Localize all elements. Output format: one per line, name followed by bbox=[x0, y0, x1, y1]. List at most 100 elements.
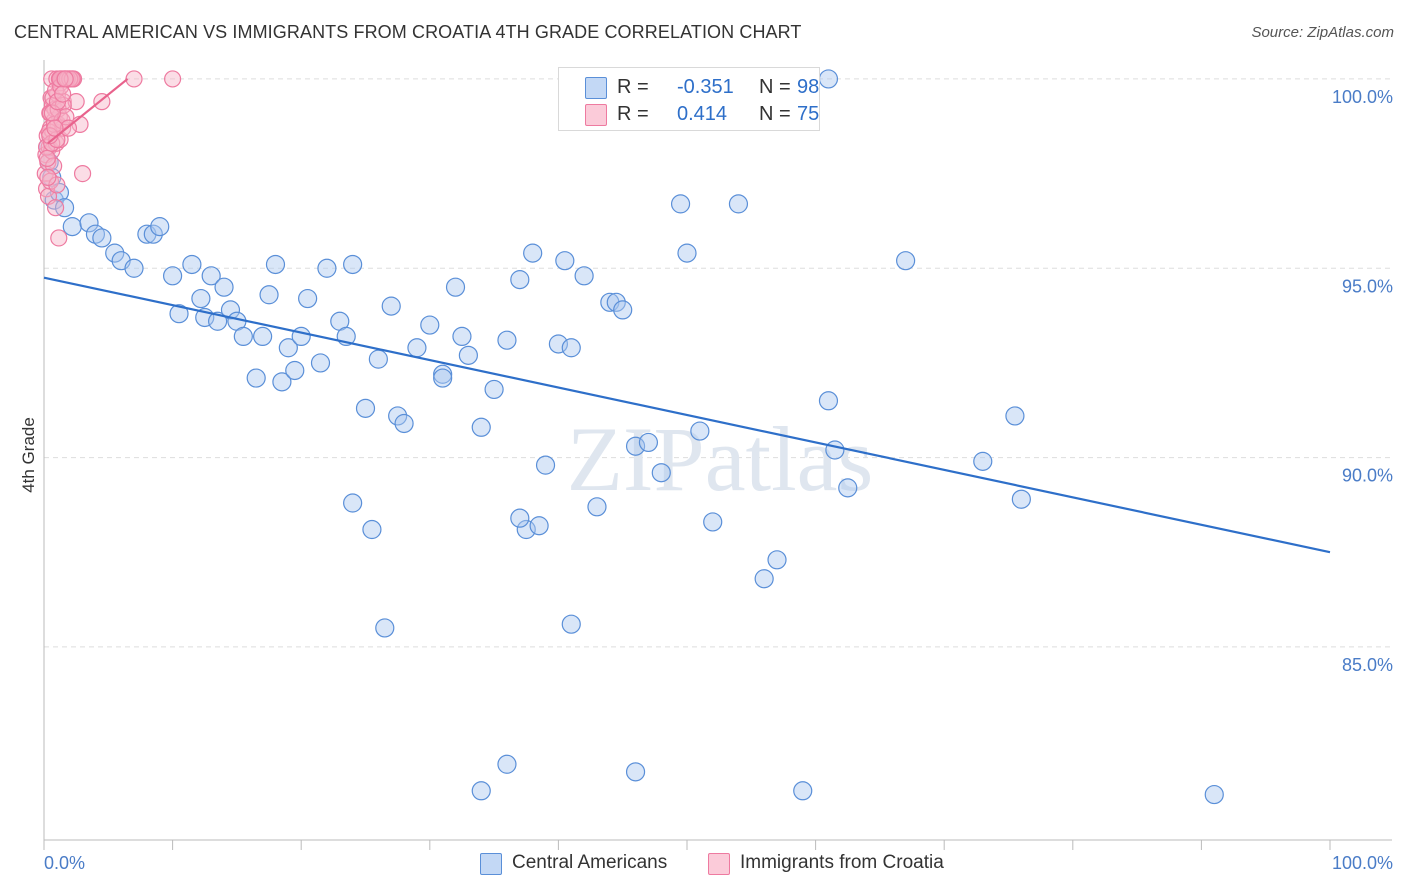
central-american-point bbox=[150, 217, 170, 237]
central-american-point bbox=[625, 436, 646, 456]
r-value: -0.351 bbox=[677, 76, 734, 98]
central-american-point bbox=[896, 251, 916, 271]
central-american-point bbox=[265, 254, 286, 275]
central-american-point bbox=[381, 296, 401, 316]
central-american-point bbox=[169, 304, 189, 324]
y-tick-label: 95.0% bbox=[1342, 276, 1393, 296]
central-american-point bbox=[516, 519, 536, 540]
central-american-point bbox=[452, 326, 472, 347]
central-american-point bbox=[728, 194, 749, 214]
croatia-point bbox=[73, 164, 92, 183]
croatia-point bbox=[56, 70, 74, 88]
central-american-point bbox=[343, 254, 363, 275]
central-american-point bbox=[677, 243, 697, 263]
pink-swatch bbox=[585, 104, 607, 126]
central-american-point bbox=[818, 69, 839, 89]
central-american-point bbox=[445, 277, 466, 297]
central-american-point bbox=[523, 243, 543, 263]
central-american-point bbox=[510, 270, 530, 290]
central-american-point bbox=[973, 451, 993, 471]
legend-label: Central Americans bbox=[512, 852, 668, 873]
central-american-point bbox=[767, 550, 787, 570]
central-american-point bbox=[548, 334, 569, 354]
central-american-point bbox=[1011, 489, 1031, 509]
x-tick-label: 100.0% bbox=[1332, 853, 1393, 873]
croatia-point bbox=[38, 149, 56, 168]
central-american-point bbox=[510, 508, 530, 528]
central-american-point bbox=[388, 406, 408, 426]
central-american-point bbox=[458, 345, 478, 365]
central-american-point bbox=[497, 330, 517, 350]
central-american-point bbox=[1204, 784, 1224, 805]
croatia-point bbox=[46, 199, 65, 217]
central-american-point bbox=[471, 417, 491, 437]
n-value: 75 bbox=[797, 103, 820, 125]
r-label: R = bbox=[617, 76, 649, 98]
r-label: R = bbox=[617, 103, 649, 125]
central-american-point bbox=[105, 243, 125, 263]
croatia-point bbox=[67, 93, 85, 111]
central-american-point bbox=[79, 213, 99, 233]
central-american-point bbox=[278, 338, 298, 358]
central-american-point bbox=[818, 391, 839, 411]
central-american-point bbox=[220, 300, 241, 320]
central-american-point bbox=[54, 198, 75, 218]
central-american-point bbox=[394, 413, 414, 434]
central-american-point bbox=[529, 516, 549, 536]
central-american-point bbox=[407, 338, 427, 358]
central-american-point bbox=[535, 455, 556, 475]
central-american-point bbox=[651, 463, 671, 483]
central-american-point bbox=[143, 224, 163, 244]
central-american-point bbox=[343, 493, 363, 513]
central-american-point bbox=[484, 379, 504, 400]
central-american-point bbox=[285, 360, 305, 381]
central-american-point bbox=[1005, 406, 1025, 426]
central-american-point bbox=[555, 251, 575, 271]
central-american-point bbox=[163, 266, 183, 286]
central-american-point bbox=[375, 618, 395, 638]
central-american-point bbox=[298, 288, 318, 309]
central-american-point bbox=[574, 266, 594, 286]
n-label: N = bbox=[759, 76, 791, 98]
croatia-point bbox=[54, 85, 72, 103]
blue-swatch bbox=[585, 77, 607, 99]
croatia-point bbox=[125, 70, 143, 88]
central-american-point bbox=[561, 338, 581, 358]
x-tick-label: 0.0% bbox=[44, 853, 85, 873]
croatia-point bbox=[50, 229, 68, 247]
central-american-point bbox=[838, 478, 858, 498]
central-american-point bbox=[291, 326, 311, 347]
central-american-point bbox=[310, 353, 331, 373]
croatia-trendline bbox=[47, 78, 129, 145]
central-american-point bbox=[420, 315, 440, 335]
n-label: N = bbox=[759, 103, 791, 125]
central-american-point bbox=[670, 194, 691, 214]
central-american-point bbox=[368, 349, 388, 369]
correlation-legend: R = -0.351 N = 98 R = 0.414 N = 75 bbox=[558, 67, 820, 131]
central-american-point bbox=[825, 440, 845, 460]
central-american-point bbox=[703, 512, 723, 532]
central-american-point bbox=[182, 254, 202, 275]
central-american-point bbox=[497, 754, 517, 774]
central-american-point bbox=[191, 288, 211, 309]
croatia-point bbox=[63, 70, 81, 88]
central-american-point bbox=[233, 326, 253, 347]
central-american-point bbox=[625, 762, 646, 782]
central-american-point bbox=[355, 398, 376, 418]
central-american-point bbox=[561, 614, 581, 634]
central-american-point bbox=[754, 569, 774, 589]
central-american-point bbox=[253, 326, 273, 347]
central-american-point bbox=[433, 368, 453, 388]
central-american-point bbox=[613, 300, 633, 320]
central-american-point bbox=[62, 217, 82, 237]
blue-swatch bbox=[480, 853, 502, 875]
y-tick-label: 100.0% bbox=[1332, 87, 1393, 107]
croatia-point bbox=[39, 168, 57, 186]
watermark: ZIPatlas bbox=[567, 408, 874, 510]
source-label: Source: ZipAtlas.com bbox=[1251, 24, 1394, 41]
y-axis-title: 4th Grade bbox=[19, 417, 38, 493]
central-american-point bbox=[272, 372, 292, 392]
central-american-point bbox=[259, 285, 279, 305]
pink-swatch bbox=[708, 853, 730, 875]
